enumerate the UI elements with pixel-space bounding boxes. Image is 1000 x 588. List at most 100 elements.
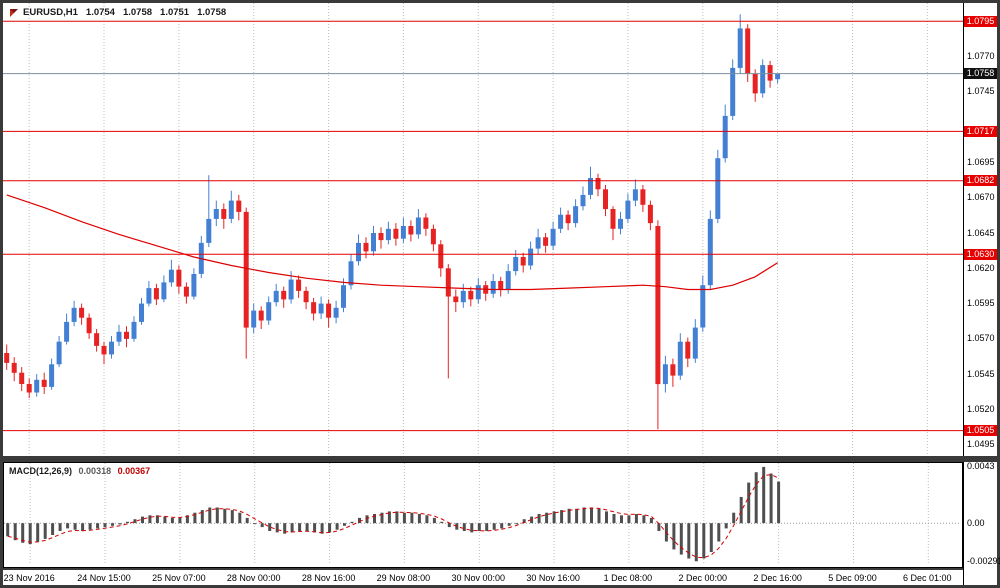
candle-body: [535, 237, 541, 249]
macd-histogram-bar: [769, 473, 773, 524]
candle-body: [550, 228, 556, 246]
candle-body: [288, 279, 294, 300]
candle: [94, 329, 100, 352]
candle-body: [56, 341, 62, 365]
macd-histogram-bar: [387, 511, 391, 524]
level-price-badge: 1.0682: [964, 175, 997, 187]
price-axis[interactable]: 1.0770 1.0745 1.0695 1.0670 1.0645 1.0620 1.05…: [963, 3, 1000, 585]
macd-histogram-bar: [163, 516, 167, 524]
candle: [326, 299, 332, 328]
candle: [393, 223, 399, 246]
candle: [632, 179, 638, 207]
macd-histogram-bar: [358, 517, 361, 524]
time-axis-label: 30 Nov 00:00: [451, 573, 506, 583]
candle-body: [745, 28, 751, 74]
candle: [685, 337, 691, 368]
macd-histogram-bar: [432, 517, 436, 524]
macd-histogram-bar: [320, 523, 324, 534]
macd-histogram-bar: [51, 523, 55, 535]
candle-body: [258, 310, 264, 321]
level-price-badge: 1.0717: [964, 125, 997, 137]
macd-histogram-bar: [208, 507, 212, 524]
candle-body: [236, 200, 242, 212]
macd-histogram-bar: [702, 523, 706, 559]
candle: [19, 367, 25, 392]
candle: [26, 378, 32, 399]
macd-histogram-bar: [739, 497, 743, 524]
macd-histogram-bar: [260, 523, 264, 528]
quote-high: 1.0758: [122, 7, 153, 18]
macd-canvas[interactable]: [4, 463, 960, 565]
candle: [251, 303, 257, 334]
time-axis-label: 1 Dec 08:00: [603, 573, 653, 583]
candle-body: [26, 384, 32, 393]
candle-body: [647, 204, 653, 224]
candle-body: [4, 353, 10, 363]
macd-histogram-bar: [373, 514, 376, 524]
candle: [221, 203, 227, 229]
candle: [655, 220, 661, 430]
candle-body: [94, 333, 100, 346]
quote-low: 1.0751: [160, 7, 190, 18]
price-tick-label: 1.0645: [967, 227, 995, 238]
quote-close: 1.0758: [197, 7, 227, 18]
candle: [760, 59, 766, 98]
candle: [176, 265, 182, 294]
candle: [101, 341, 107, 365]
time-axis-label: 24 Nov 15:00: [77, 573, 131, 583]
price-tick-label: 1.0595: [967, 298, 995, 309]
macd-histogram-bar: [305, 523, 309, 531]
candle-body: [662, 364, 668, 385]
candle: [56, 336, 62, 368]
candle: [378, 227, 384, 249]
candle-body: [213, 209, 219, 219]
candle-body: [71, 307, 77, 322]
time-axis[interactable]: 23 Nov 2016 24 Nov 15:00 25 Nov 07:00 28 No…: [3, 570, 997, 585]
macd-histogram-bar: [627, 515, 631, 524]
candle-body: [64, 321, 70, 342]
macd-histogram-bar: [328, 523, 332, 533]
candle: [258, 306, 264, 329]
macd-histogram-bar: [193, 512, 197, 524]
candle: [11, 357, 17, 382]
candle: [49, 358, 55, 390]
price-tick-label: 1.0620: [967, 262, 995, 273]
candle-body: [692, 327, 698, 359]
candle: [303, 286, 309, 310]
candle-body: [153, 288, 159, 300]
candle: [415, 209, 421, 239]
candle-body: [513, 257, 519, 272]
panel-divider[interactable]: [3, 456, 997, 462]
candle: [311, 297, 317, 321]
candle-body: [505, 271, 511, 290]
candle: [341, 278, 346, 313]
macd-histogram-bar: [762, 466, 766, 524]
macd-histogram-bar: [268, 523, 272, 531]
candle-body: [400, 226, 406, 239]
candle-body: [273, 290, 279, 303]
macd-histogram-bar: [365, 515, 369, 524]
level-price-badge: 1.0795: [964, 15, 997, 27]
candle: [318, 296, 324, 320]
macd-histogram-bar: [155, 515, 159, 524]
macd-histogram-bar: [178, 517, 182, 524]
candle-body: [737, 28, 743, 68]
candle: [550, 221, 556, 250]
candle: [475, 278, 481, 304]
candle: [520, 252, 526, 273]
candle-body: [378, 233, 384, 241]
macd-histogram-bar: [545, 512, 549, 524]
candle-body: [775, 73, 781, 80]
macd-histogram-bar: [230, 510, 234, 524]
candle: [625, 193, 631, 224]
candle-body: [573, 206, 579, 224]
candle-body: [632, 189, 638, 201]
price-tick-label: 1.0745: [967, 86, 995, 97]
macd-histogram-bar: [724, 523, 728, 529]
candle-body: [176, 269, 182, 287]
macd-histogram-bar: [43, 523, 47, 539]
time-axis-label: 2 Dec 16:00: [753, 573, 802, 583]
candle-body: [228, 200, 234, 219]
price-chart-canvas[interactable]: [3, 3, 963, 456]
candle-body: [79, 307, 85, 318]
